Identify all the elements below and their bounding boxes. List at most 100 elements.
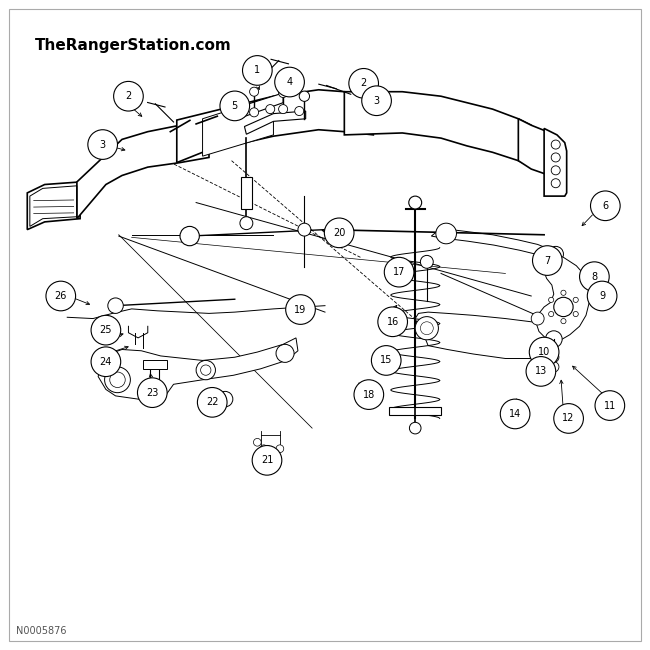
Circle shape bbox=[371, 346, 401, 375]
Circle shape bbox=[554, 404, 584, 434]
Circle shape bbox=[268, 448, 276, 456]
Text: 5: 5 bbox=[231, 101, 238, 111]
Circle shape bbox=[196, 361, 215, 380]
Circle shape bbox=[421, 322, 434, 335]
Circle shape bbox=[279, 88, 287, 98]
Text: 6: 6 bbox=[603, 201, 608, 211]
Circle shape bbox=[105, 367, 131, 393]
Text: 8: 8 bbox=[592, 272, 597, 281]
Text: 20: 20 bbox=[333, 228, 345, 238]
Text: 2: 2 bbox=[361, 79, 367, 88]
Circle shape bbox=[549, 297, 554, 302]
Polygon shape bbox=[27, 182, 80, 229]
Circle shape bbox=[198, 387, 227, 417]
Circle shape bbox=[549, 311, 554, 317]
Polygon shape bbox=[244, 111, 306, 135]
Circle shape bbox=[561, 318, 566, 324]
Text: 19: 19 bbox=[294, 305, 307, 315]
Circle shape bbox=[561, 290, 566, 295]
Text: 13: 13 bbox=[535, 367, 547, 376]
Circle shape bbox=[114, 81, 143, 111]
Circle shape bbox=[590, 191, 620, 220]
Polygon shape bbox=[143, 361, 167, 369]
Circle shape bbox=[409, 196, 422, 209]
Polygon shape bbox=[415, 312, 554, 359]
Polygon shape bbox=[544, 129, 567, 196]
Polygon shape bbox=[238, 93, 283, 119]
Text: 10: 10 bbox=[538, 347, 551, 357]
Polygon shape bbox=[432, 228, 557, 257]
Circle shape bbox=[201, 365, 211, 375]
Circle shape bbox=[294, 107, 304, 116]
Circle shape bbox=[421, 255, 434, 268]
Polygon shape bbox=[98, 338, 298, 402]
Text: 11: 11 bbox=[604, 400, 616, 411]
Polygon shape bbox=[177, 90, 373, 162]
Circle shape bbox=[549, 362, 559, 372]
Circle shape bbox=[324, 218, 354, 248]
Text: 7: 7 bbox=[544, 255, 551, 266]
Circle shape bbox=[180, 226, 200, 246]
Circle shape bbox=[91, 315, 121, 345]
Text: 4: 4 bbox=[287, 77, 292, 87]
Circle shape bbox=[595, 391, 625, 421]
Text: 15: 15 bbox=[380, 356, 393, 365]
Circle shape bbox=[91, 347, 121, 376]
Circle shape bbox=[529, 337, 559, 367]
Circle shape bbox=[242, 56, 272, 85]
Circle shape bbox=[298, 223, 311, 236]
Circle shape bbox=[286, 294, 315, 324]
Text: 14: 14 bbox=[509, 409, 521, 419]
Circle shape bbox=[549, 352, 559, 363]
Circle shape bbox=[551, 140, 560, 149]
Polygon shape bbox=[344, 92, 531, 167]
Circle shape bbox=[588, 281, 617, 311]
Circle shape bbox=[276, 344, 294, 363]
Circle shape bbox=[252, 445, 282, 475]
Text: 22: 22 bbox=[206, 397, 218, 408]
Polygon shape bbox=[389, 408, 441, 415]
Circle shape bbox=[110, 372, 125, 387]
Text: 16: 16 bbox=[387, 317, 399, 327]
Circle shape bbox=[250, 108, 259, 117]
Circle shape bbox=[500, 399, 530, 429]
Text: 25: 25 bbox=[99, 325, 112, 335]
Circle shape bbox=[551, 179, 560, 188]
Circle shape bbox=[551, 166, 560, 175]
Text: 21: 21 bbox=[261, 456, 273, 465]
Text: N0005876: N0005876 bbox=[16, 625, 66, 636]
Text: 1: 1 bbox=[254, 66, 261, 75]
Text: 23: 23 bbox=[146, 387, 159, 398]
Circle shape bbox=[299, 91, 309, 101]
Circle shape bbox=[137, 378, 167, 408]
Polygon shape bbox=[203, 96, 274, 156]
Circle shape bbox=[436, 223, 456, 244]
Polygon shape bbox=[518, 119, 554, 187]
Circle shape bbox=[275, 67, 304, 97]
Circle shape bbox=[220, 91, 250, 121]
Circle shape bbox=[362, 86, 391, 116]
Circle shape bbox=[46, 281, 75, 311]
Circle shape bbox=[531, 312, 544, 325]
Circle shape bbox=[266, 105, 275, 114]
Circle shape bbox=[250, 87, 259, 96]
Circle shape bbox=[88, 130, 118, 159]
Circle shape bbox=[532, 246, 562, 276]
Circle shape bbox=[573, 311, 578, 317]
Text: 18: 18 bbox=[363, 389, 375, 400]
Circle shape bbox=[526, 357, 556, 386]
Polygon shape bbox=[77, 120, 209, 218]
Circle shape bbox=[554, 297, 573, 317]
Circle shape bbox=[580, 262, 609, 291]
Text: TheRangerStation.com: TheRangerStation.com bbox=[35, 38, 232, 53]
Circle shape bbox=[276, 445, 284, 452]
Circle shape bbox=[573, 297, 578, 302]
Circle shape bbox=[108, 298, 124, 313]
Text: 3: 3 bbox=[374, 96, 380, 106]
Circle shape bbox=[415, 317, 438, 340]
Circle shape bbox=[410, 422, 421, 434]
Circle shape bbox=[254, 438, 261, 446]
Text: 9: 9 bbox=[599, 291, 605, 301]
Circle shape bbox=[378, 307, 408, 337]
Circle shape bbox=[217, 391, 233, 407]
